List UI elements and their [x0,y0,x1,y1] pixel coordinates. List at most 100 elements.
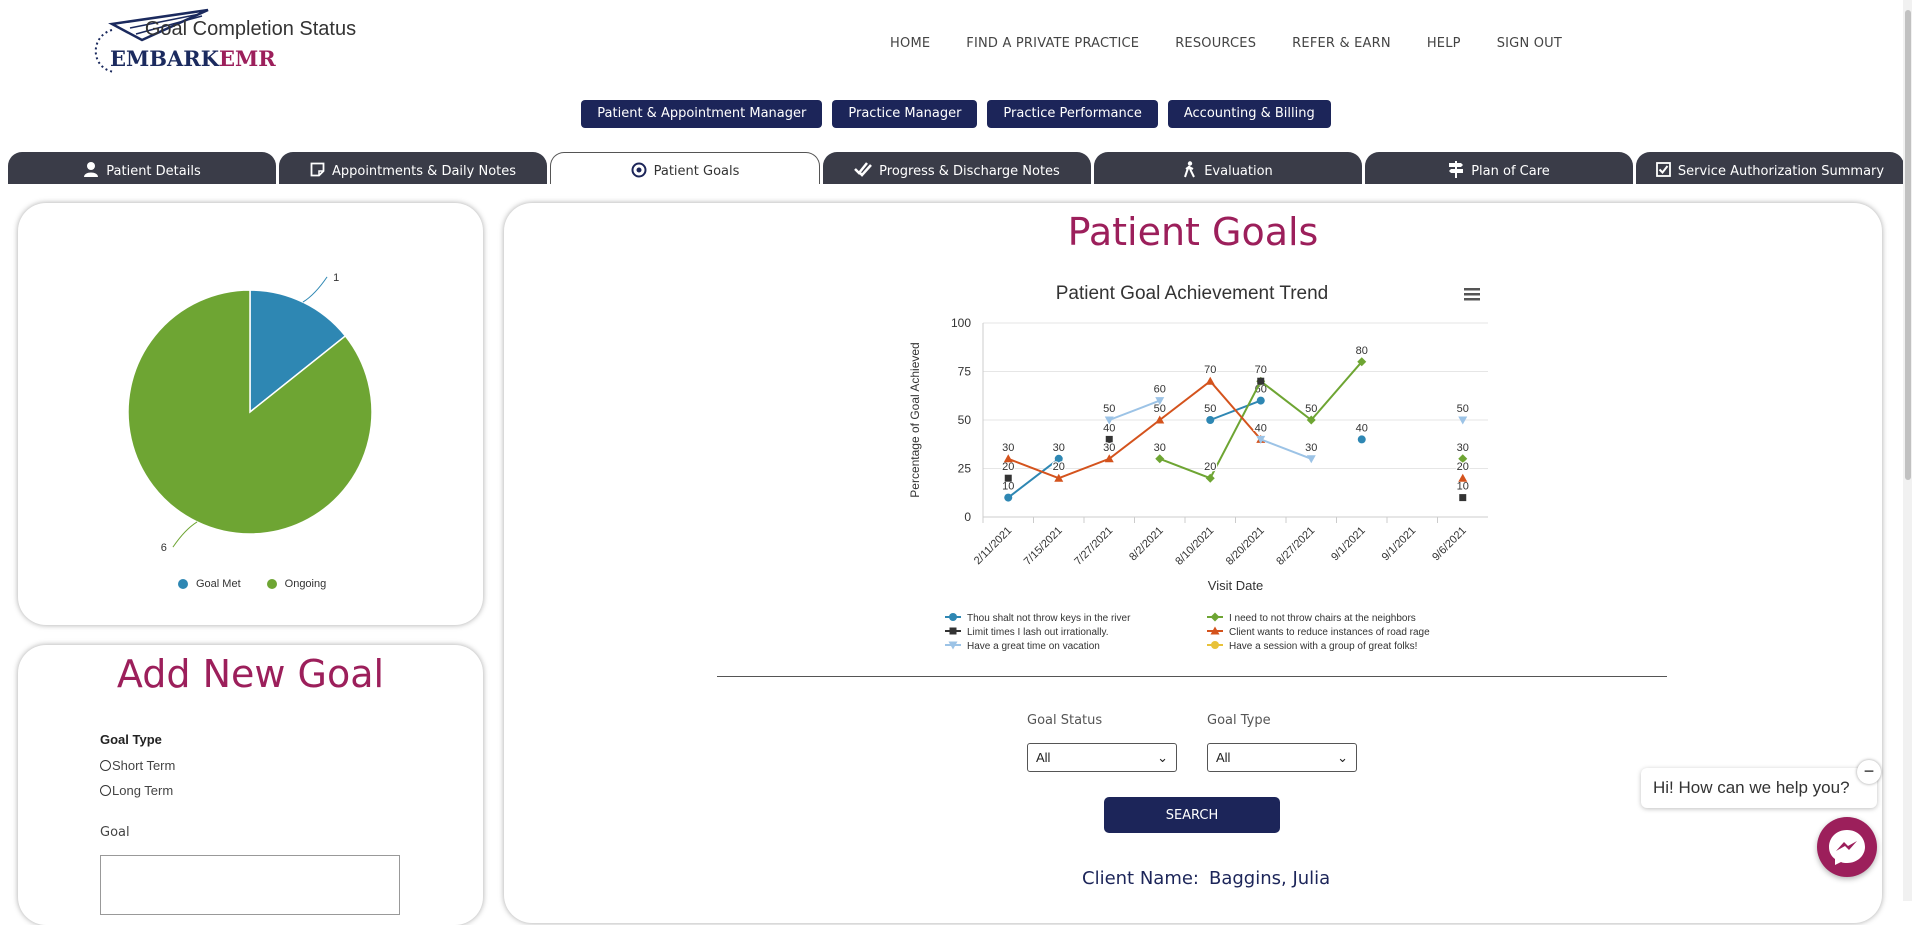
chat-greeting-bubble[interactable]: Hi! How can we help you? [1641,768,1877,808]
data-label: 20 [1204,461,1216,473]
data-label: 50 [1305,403,1317,415]
data-label: 20 [1053,461,1065,473]
practice-performance-button[interactable]: Practice Performance [987,100,1158,128]
x-tick-label: 8/27/2021 [1274,525,1317,568]
y-tick-label: 25 [958,462,972,476]
patient-goals-title: Patient Goals [1067,210,1319,254]
x-tick-label: 8/10/2021 [1173,525,1216,568]
scrollbar-thumb[interactable] [1905,10,1911,480]
chat-close-button[interactable]: − [1857,760,1881,784]
tab-patient-goals[interactable]: Patient Goals [550,152,820,184]
goal-type-filter-label: Goal Type [1207,713,1271,728]
tab-evaluation[interactable]: Evaluation [1094,152,1362,184]
data-point [1206,416,1215,424]
data-label: 80 [1356,345,1368,357]
legend-item: I need to not throw chairs at the neighb… [1207,612,1416,624]
tab-patient-details[interactable]: Patient Details [8,152,276,184]
series-5: 50 60 40 30 50 [1102,382,1470,464]
data-point [1205,376,1215,385]
tab-plan-of-care[interactable]: Plan of Care [1365,152,1633,184]
data-point [1256,435,1266,444]
pie-data-label: 1 [333,272,339,284]
legend-marker [1210,626,1220,635]
data-label: 40 [1255,422,1267,434]
messenger-icon [1829,830,1865,865]
data-point [1306,455,1316,464]
data-point [1155,415,1165,424]
long-term-radio[interactable] [100,785,111,796]
data-label: 30 [1154,442,1166,454]
x-tick-label: 2/11/2021 [972,525,1015,568]
nav-home[interactable]: HOME [890,36,931,51]
data-point [1104,454,1114,463]
nav-sign-out[interactable]: SIGN OUT [1496,36,1562,51]
legend-marker [1211,641,1219,649]
data-label: 30 [1053,442,1065,454]
series-4: 30 20 30 50 70 40 20 [1001,363,1470,482]
goal-textarea[interactable] [100,855,400,915]
nav-refer-earn[interactable]: REFER & EARN [1292,36,1391,51]
embark-emr-logo[interactable]: EMBARKEMR [90,6,276,76]
nav-find-private-practice[interactable]: FIND A PRIVATE PRACTICE [966,36,1140,51]
series-line [1007,458,1060,499]
data-point [1458,454,1468,464]
legend-marker [178,579,188,589]
messenger-chat-button[interactable] [1817,817,1877,877]
checkbox-icon [1655,161,1671,181]
data-label: 10 [1457,481,1469,493]
search-button[interactable]: SEARCH [1104,797,1280,833]
legend-marker [948,641,958,650]
legend-marker [949,627,957,635]
data-point [1104,416,1114,425]
short-term-radio[interactable] [100,760,111,771]
legend-label: Limit times I lash out irrationally. [967,627,1109,638]
double-check-icon [854,161,873,181]
data-point [1004,474,1012,482]
nav-resources[interactable]: RESOURCES [1175,36,1257,51]
data-point [1357,435,1366,444]
section-divider [717,676,1667,677]
legend-ongoing[interactable]: Ongoing [266,578,326,590]
data-point [1459,494,1467,502]
short-term-option[interactable]: Short Term [100,758,175,773]
goal-type-select[interactable]: All ⌄ [1207,743,1357,772]
legend-item: Have a great time on vacation [945,641,1100,652]
data-label: 40 [1103,422,1115,434]
pie-chart-title: Goal Completion Status [144,18,357,40]
series-line [1260,438,1312,460]
pie-legend: Goal Met Ongoing [178,578,326,590]
tab-service-authorization-summary[interactable]: Service Authorization Summary [1636,152,1904,184]
tab-progress-discharge-notes[interactable]: Progress & Discharge Notes [823,152,1091,184]
data-label: 40 [1356,422,1368,434]
legend-goal-met[interactable]: Goal Met [178,578,241,590]
legend-marker [266,579,277,589]
data-label: 10 [1002,481,1014,493]
data-label: 70 [1204,364,1216,376]
note-icon [310,162,325,181]
chart-legend: Thou shalt not throw keys in the river I … [945,612,1430,652]
data-point [1257,377,1265,385]
data-label: 70 [1255,364,1267,376]
legend-marker [949,613,957,621]
chevron-down-icon: ⌄ [1337,749,1348,765]
client-name-label: Client Name: [1082,868,1199,889]
patient-appointment-manager-button[interactable]: Patient & Appointment Manager [581,100,823,128]
tab-label: Service Authorization Summary [1677,163,1885,179]
data-label: 30 [1103,442,1115,454]
y-tick-label: 50 [958,413,972,427]
data-point [1357,357,1367,367]
tab-appointments-daily-notes[interactable]: Appointments & Daily Notes [279,152,547,184]
nav-help[interactable]: HELP [1426,36,1461,51]
y-tick-label: 100 [951,316,971,330]
long-term-option[interactable]: Long Term [100,783,173,798]
goal-status-label: Goal Status [1027,713,1103,728]
accounting-billing-button[interactable]: Accounting & Billing [1167,100,1331,128]
practice-manager-button[interactable]: Practice Manager [832,100,978,128]
legend-label: Have a great time on vacation [967,641,1100,652]
walking-person-icon [1183,160,1197,182]
chevron-down-icon: ⌄ [1157,749,1168,765]
goal-completion-pie-chart: 16 [127,272,373,554]
data-point [1458,473,1468,482]
goal-status-select[interactable]: All ⌄ [1027,743,1177,772]
add-new-goal-title: Add New Goal [116,652,385,696]
